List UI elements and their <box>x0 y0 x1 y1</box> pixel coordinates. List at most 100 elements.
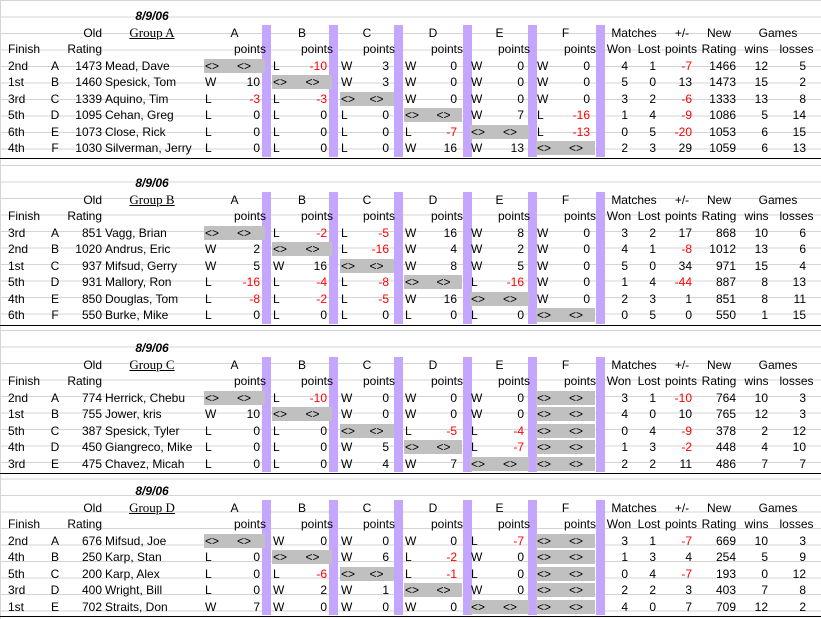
new-rating-header: Rating <box>701 374 737 388</box>
plusminus-cell: 29 <box>678 141 692 155</box>
result-cell: W <box>205 407 217 421</box>
losses-header: losses <box>779 517 814 531</box>
old-rating-cell: 1030 <box>75 141 102 155</box>
points-header: points <box>563 42 596 56</box>
points-cell: 0 <box>382 308 389 322</box>
points-header: points <box>233 517 266 531</box>
lost-cell: 4 <box>649 566 656 581</box>
block-separator-line <box>0 157 821 159</box>
plusminus-cell: -9 <box>681 423 692 438</box>
points-cell: 0 <box>320 308 327 322</box>
result-cell: W <box>471 75 483 89</box>
result-cell: L <box>205 275 212 289</box>
self-match-shade <box>272 242 332 256</box>
won-cell: 0 <box>621 308 628 322</box>
games-losses-cell: 2 <box>799 75 806 89</box>
points-cell: 5 <box>253 258 260 273</box>
result-cell: L <box>273 440 280 454</box>
column-letter: A <box>230 500 239 515</box>
result-cell: W <box>537 291 549 306</box>
points-header: points <box>233 42 266 56</box>
finish-header: Finish <box>8 517 41 531</box>
points-cell: 0 <box>583 291 590 306</box>
column-letter: D <box>428 500 438 515</box>
finish-cell: 2nd <box>8 242 29 256</box>
column-letter: C <box>362 192 372 207</box>
finish-header: Finish <box>8 42 41 56</box>
new-rating-cell: 669 <box>715 533 736 548</box>
points-cell: 10 <box>246 75 260 89</box>
points-cell: 16 <box>313 258 327 273</box>
wins-header: wins <box>744 374 769 388</box>
column-letter: B <box>297 357 306 372</box>
points-cell: -5 <box>378 225 389 240</box>
self-match-cell: <> <box>405 440 420 454</box>
self-match-cell: <> <box>273 242 288 256</box>
result-cell: L <box>341 124 348 139</box>
result-cell: L <box>471 440 478 454</box>
points-cell: 0 <box>583 225 590 240</box>
player-name-cell: Giangreco, Mike <box>105 440 193 454</box>
won-header: Won <box>606 374 632 388</box>
result-cell: L <box>273 456 280 471</box>
pm-points-header: points <box>664 42 698 56</box>
games-losses-cell: 5 <box>799 58 806 73</box>
result-cell: L <box>341 108 348 122</box>
points-header: points <box>430 42 463 56</box>
result-cell: W <box>205 242 217 256</box>
result-cell: W <box>273 258 285 273</box>
games-wins-cell: 5 <box>761 108 768 122</box>
player-name-cell: Mifsud, Joe <box>105 533 167 548</box>
points-cell: 0 <box>583 91 590 106</box>
plusminus-cell: 10 <box>678 407 692 421</box>
old-rating-cell: 475 <box>81 456 102 471</box>
column-separator <box>262 24 271 157</box>
old-rating-cell: 450 <box>81 440 102 454</box>
points-cell: 7 <box>450 456 457 471</box>
self-match-cell: <> <box>205 390 220 405</box>
player-name-cell: Karp, Alex <box>105 566 160 581</box>
points-cell: 2 <box>320 583 327 597</box>
self-match-shade <box>470 291 529 306</box>
result-cell: L <box>273 108 280 122</box>
result-cell: L <box>273 423 280 438</box>
plusminus-header: +/- <box>674 25 690 40</box>
old-header: Old <box>83 500 102 515</box>
column-separator <box>463 24 472 157</box>
plusminus-cell: -10 <box>674 390 692 405</box>
plusminus-header: +/- <box>674 357 690 372</box>
player-id-cell: B <box>50 550 59 564</box>
player-name-cell: Burke, Mike <box>105 308 169 322</box>
old-rating-cell: 400 <box>81 583 102 597</box>
points-cell: 0 <box>583 258 590 273</box>
pm-points-header: points <box>664 374 698 388</box>
points-cell: -4 <box>316 275 327 289</box>
won-cell: 1 <box>621 275 628 289</box>
rating-header: Rating <box>67 42 102 56</box>
plusminus-cell: -44 <box>674 275 692 289</box>
points-cell: -3 <box>316 91 327 106</box>
result-cell: W <box>537 258 549 273</box>
games-losses-cell: 13 <box>792 275 806 289</box>
player-id-cell: F <box>51 308 59 322</box>
points-header: points <box>233 374 266 388</box>
points-cell: 0 <box>382 141 389 155</box>
self-match-cell: <> <box>236 533 251 548</box>
result-cell: L <box>273 390 280 405</box>
won-cell: 0 <box>621 566 628 581</box>
points-header: points <box>497 374 530 388</box>
player-id-cell: A <box>50 533 59 548</box>
player-id-cell: A <box>50 58 59 73</box>
result-cell: W <box>341 583 353 597</box>
self-match-cell: <> <box>568 141 583 155</box>
result-cell: L <box>205 124 212 139</box>
new-rating-cell: 851 <box>715 291 736 306</box>
self-match-cell: <> <box>568 566 583 581</box>
self-match-shade <box>272 550 332 564</box>
player-id-cell: E <box>50 599 59 614</box>
result-cell: L <box>205 108 212 122</box>
points-cell: 7 <box>517 108 524 122</box>
points-cell: 0 <box>450 308 457 322</box>
points-cell: 0 <box>450 407 457 421</box>
result-cell: L <box>205 141 212 155</box>
